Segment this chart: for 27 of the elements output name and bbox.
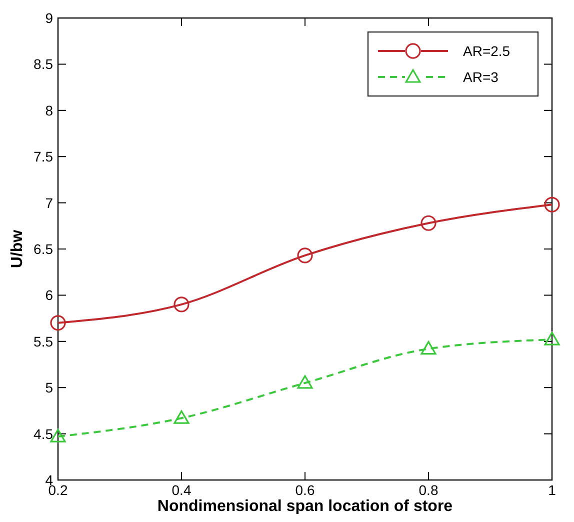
point — [420, 215, 436, 231]
point — [174, 410, 190, 424]
x-tick-label: 0.4 — [172, 482, 192, 498]
x-tick-label: 0.6 — [295, 482, 315, 498]
y-tick-label: 7 — [45, 194, 54, 211]
x-tick-label: 0.8 — [418, 482, 438, 498]
legend-label: AR=2.5 — [463, 43, 510, 59]
point — [420, 340, 436, 355]
point — [297, 375, 313, 389]
x-tick-label: 1 — [548, 482, 556, 498]
point — [544, 196, 560, 212]
point — [544, 332, 560, 346]
point — [174, 296, 190, 312]
y-tick-label: 9 — [45, 10, 54, 26]
y-tick-label: 5.5 — [34, 333, 54, 350]
y-tick-label: 6 — [45, 287, 54, 304]
x-axis-title: Nondimensional span location of store — [157, 498, 453, 515]
y-tick-label: 6.5 — [34, 241, 54, 257]
y-tick-label: 8.5 — [34, 56, 54, 72]
point — [50, 315, 66, 331]
y-tick-label: 5 — [45, 380, 54, 396]
y-tick-label: 4.5 — [34, 426, 54, 442]
y-tick-label: 8 — [45, 102, 54, 118]
y-tick-label: 7.5 — [34, 148, 54, 165]
point — [297, 248, 313, 264]
y-axis-title: U/bw — [9, 229, 26, 268]
legend-label: AR=3 — [463, 69, 499, 85]
